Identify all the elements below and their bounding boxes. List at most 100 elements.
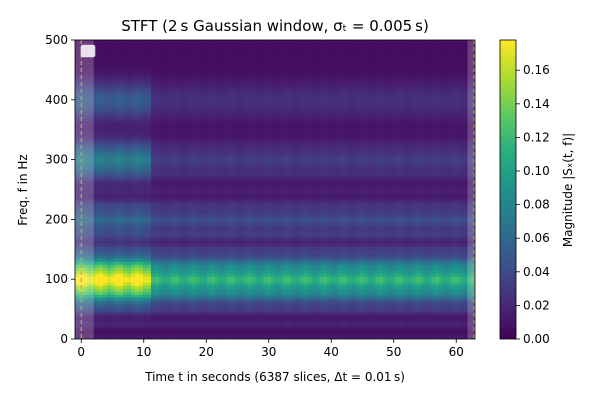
heatmap-cell <box>119 153 124 158</box>
heatmap-cell <box>207 315 212 319</box>
heatmap-cell <box>99 99 104 104</box>
heatmap-cell <box>167 327 172 331</box>
heatmap-cell <box>123 330 128 334</box>
heatmap-cell <box>255 96 260 101</box>
heatmap-cell <box>235 231 240 235</box>
heatmap-cell <box>155 195 160 200</box>
heatmap-cell <box>195 174 200 179</box>
heatmap-cell <box>239 159 244 164</box>
heatmap-cell <box>135 81 140 86</box>
heatmap-cell <box>203 162 208 167</box>
heatmap-cell <box>271 147 276 152</box>
heatmap-cell <box>263 102 268 107</box>
heatmap-cell <box>151 132 156 137</box>
heatmap-cell <box>175 63 180 68</box>
heatmap-cell <box>135 57 140 62</box>
heatmap-cell <box>243 324 248 328</box>
heatmap-cell <box>187 276 192 280</box>
heatmap-cell <box>207 270 212 274</box>
heatmap-cell <box>111 90 116 95</box>
heatmap-cell <box>171 165 176 170</box>
heatmap-cell <box>187 297 192 301</box>
heatmap-cell <box>167 285 172 289</box>
heatmap-cell <box>203 171 208 176</box>
heatmap-cell <box>99 141 104 146</box>
heatmap-cell <box>239 225 244 229</box>
heatmap-cell <box>267 222 272 226</box>
heatmap-cell <box>139 333 144 337</box>
heatmap-cell <box>87 201 92 206</box>
heatmap-cell <box>135 258 140 262</box>
heatmap-cell <box>131 264 136 268</box>
heatmap-cell <box>203 282 208 286</box>
heatmap-cell <box>99 102 104 107</box>
heatmap-cell <box>179 264 184 268</box>
heatmap-cell <box>155 117 160 122</box>
heatmap-cell <box>119 186 124 191</box>
heatmap-cell <box>139 171 144 176</box>
heatmap-cell <box>223 168 228 173</box>
heatmap-cell <box>211 252 216 256</box>
heatmap-cell <box>91 96 96 101</box>
heatmap-cell <box>195 132 200 137</box>
heatmap-cell <box>179 336 184 339</box>
heatmap-cell <box>255 180 260 185</box>
heatmap-cell <box>195 69 200 74</box>
heatmap-cell <box>111 57 116 62</box>
heatmap-cell <box>219 213 224 218</box>
heatmap-cell <box>127 204 132 209</box>
heatmap-cell <box>179 201 184 206</box>
heatmap-cell <box>131 183 136 188</box>
heatmap-cell <box>191 330 196 334</box>
heatmap-cell <box>179 40 184 44</box>
heatmap-cell <box>139 117 144 122</box>
heatmap-cell <box>231 183 236 188</box>
heatmap-cell <box>135 321 140 325</box>
heatmap-cell <box>223 318 228 322</box>
heatmap-cell <box>123 318 128 322</box>
heatmap-cell <box>239 78 244 83</box>
heatmap-cell <box>219 210 224 215</box>
heatmap-cell <box>127 216 132 220</box>
heatmap-cell <box>147 294 152 298</box>
heatmap-cell <box>231 177 236 182</box>
heatmap-cell <box>191 75 196 80</box>
heatmap-cell <box>247 69 252 74</box>
heatmap-cell <box>167 54 172 59</box>
heatmap-cell <box>131 129 136 134</box>
heatmap-cell <box>143 264 148 268</box>
heatmap-cell <box>227 327 232 331</box>
heatmap-cell <box>211 162 216 167</box>
heatmap-cell <box>215 177 220 182</box>
heatmap-cell <box>127 312 132 316</box>
heatmap-cell <box>227 99 232 104</box>
heatmap-cell <box>83 246 88 250</box>
heatmap-cell <box>111 165 116 170</box>
heatmap-cell <box>127 219 132 223</box>
heatmap-cell <box>271 315 276 319</box>
heatmap-cell <box>107 60 112 65</box>
heatmap-cell <box>171 45 176 50</box>
heatmap-cell <box>239 270 244 274</box>
heatmap-cell <box>191 183 196 188</box>
heatmap-cell <box>231 174 236 179</box>
heatmap-cell <box>139 213 144 218</box>
heatmap-cell <box>167 180 172 185</box>
heatmap-cell <box>187 315 192 319</box>
heatmap-cell <box>251 282 256 286</box>
heatmap-cell <box>247 51 252 56</box>
heatmap-cell <box>255 165 260 170</box>
heatmap-cell <box>91 309 96 313</box>
heatmap-cell <box>187 42 192 47</box>
heatmap-cell <box>99 168 104 173</box>
heatmap-cell <box>155 222 160 226</box>
heatmap-cell <box>87 300 92 304</box>
heatmap-cell <box>203 324 208 328</box>
heatmap-cell <box>75 117 80 122</box>
heatmap-cell <box>263 201 268 206</box>
heatmap-cell <box>155 300 160 304</box>
heatmap-cell <box>175 201 180 206</box>
heatmap-cell <box>247 315 252 319</box>
heatmap-cell <box>263 270 268 274</box>
heatmap-cell <box>263 324 268 328</box>
